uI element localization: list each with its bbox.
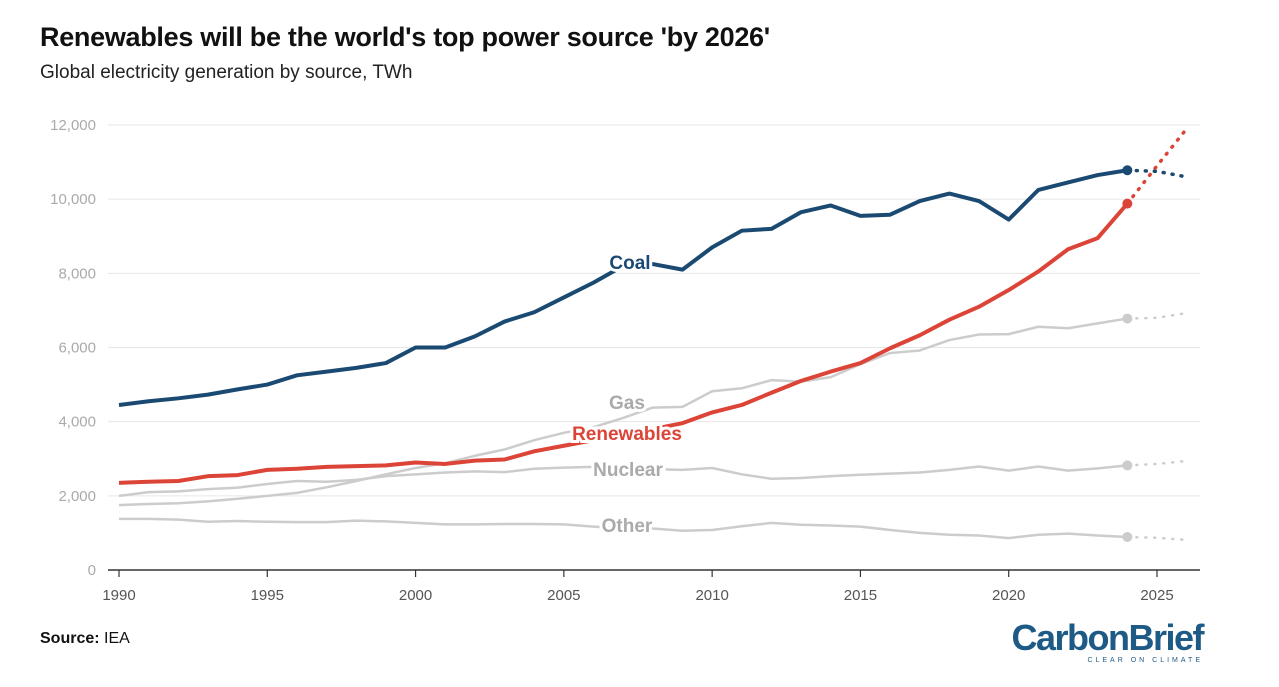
endpoint-marker-coal xyxy=(1122,165,1133,176)
x-tick-label: 2005 xyxy=(547,587,580,604)
source-value: IEA xyxy=(104,630,130,647)
x-tick-label: 2025 xyxy=(1140,587,1173,604)
forecast-line-other xyxy=(1126,535,1188,542)
y-tick-label: 10,000 xyxy=(50,191,96,208)
logo-text: CarbonBrief xyxy=(1011,617,1204,658)
forecast-line-coal xyxy=(1125,168,1189,179)
series-lines xyxy=(118,126,1189,542)
carbonbrief-logo: CarbonBrief CLEAR ON CLIMATE xyxy=(1011,617,1204,665)
chart-subtitle: Global electricity generation by source,… xyxy=(40,62,413,83)
forecast-line-renewables xyxy=(1125,126,1189,206)
gridlines xyxy=(108,124,1200,497)
forecast-line-nuclear xyxy=(1126,459,1188,467)
endpoint-marker-gas xyxy=(1122,313,1133,324)
series-label-coal: Coal xyxy=(609,253,650,274)
series-line-gas xyxy=(118,317,1128,507)
x-tick-label: 1990 xyxy=(102,587,135,604)
endpoint-marker-nuclear xyxy=(1122,460,1133,471)
y-tick-label: 4,000 xyxy=(58,414,96,431)
x-tick-label: 1995 xyxy=(251,587,284,604)
y-tick-label: 0 xyxy=(88,562,96,579)
series-label-gas: Gas xyxy=(609,393,645,414)
axes: 0 2,000 4,000 6,000 8,000 10,000 12,000 1990 199… xyxy=(50,117,1200,604)
logo-tagline: CLEAR ON CLIMATE xyxy=(1087,657,1203,664)
x-tick-label: 2015 xyxy=(844,587,877,604)
x-tick-label: 2000 xyxy=(399,587,432,604)
series-line-coal xyxy=(118,168,1128,407)
series-label-renewables: Renewables xyxy=(572,424,682,445)
forecast-line-gas xyxy=(1126,311,1188,320)
endpoint-marker-other xyxy=(1122,531,1133,542)
x-tick-label: 2020 xyxy=(992,587,1025,604)
series-line-renewables xyxy=(118,202,1129,485)
x-tick-label: 2010 xyxy=(695,587,728,604)
y-tick-label: 6,000 xyxy=(58,340,96,357)
source-note: Source: IEA xyxy=(40,630,130,648)
series-label-other: Other xyxy=(602,516,653,537)
endpoint-marker-renewables xyxy=(1122,198,1133,209)
chart-title: Renewables will be the world's top power… xyxy=(40,22,770,52)
series-label-nuclear: Nuclear xyxy=(593,460,663,481)
source-label: Source: xyxy=(40,630,100,647)
y-tick-label: 12,000 xyxy=(50,117,96,134)
y-tick-label: 8,000 xyxy=(58,265,96,282)
series-line-nuclear xyxy=(118,464,1128,498)
series-labels: Other Nuclear Gas Renewables Coal xyxy=(569,250,685,540)
series-line-other xyxy=(119,517,1128,540)
y-tick-label: 2,000 xyxy=(58,488,96,505)
